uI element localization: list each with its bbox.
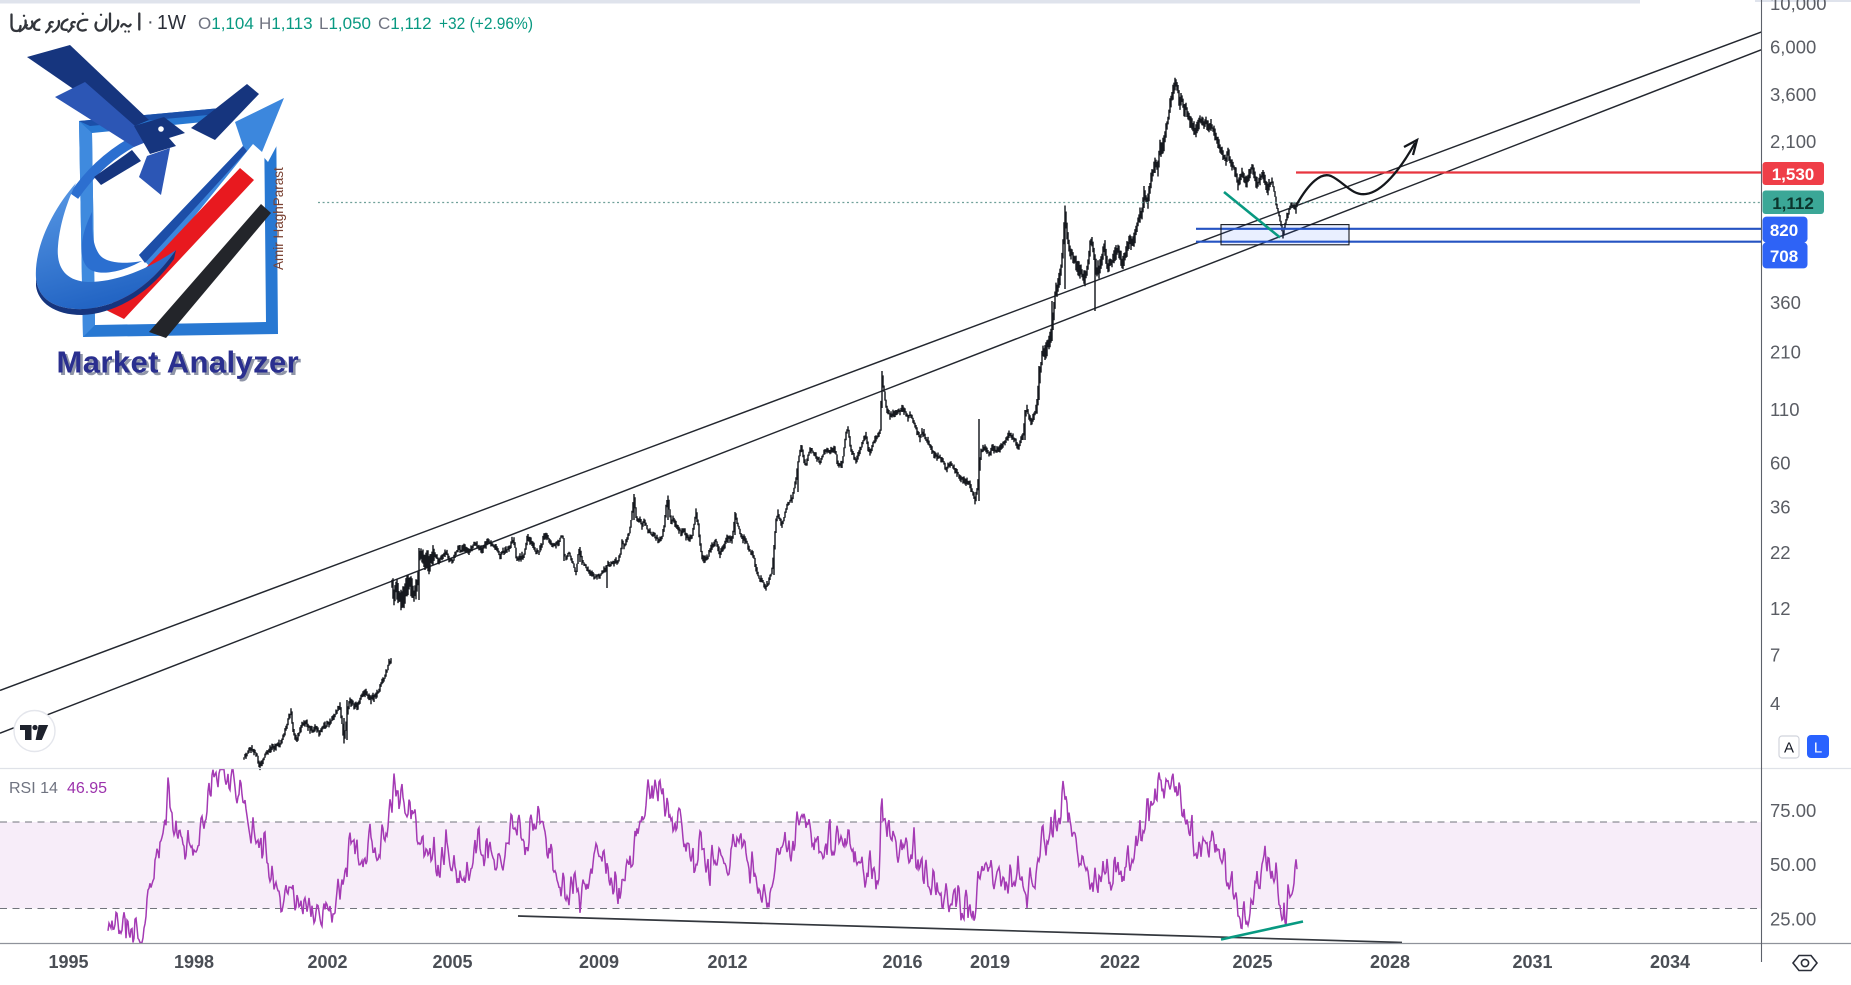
svg-text:·: · bbox=[147, 11, 154, 33]
svg-text:25.00: 25.00 bbox=[1770, 908, 1816, 929]
svg-text:H1,113: H1,113 bbox=[259, 14, 313, 33]
svg-text:Market Analyzer: Market Analyzer bbox=[57, 345, 300, 380]
svg-text:2031: 2031 bbox=[1512, 952, 1552, 972]
svg-text:2019: 2019 bbox=[970, 952, 1010, 972]
svg-text:1,530: 1,530 bbox=[1772, 165, 1815, 184]
svg-text:A: A bbox=[1784, 740, 1794, 757]
svg-text:2012: 2012 bbox=[707, 952, 747, 972]
svg-text:110: 110 bbox=[1770, 399, 1800, 420]
svg-text:Amir HaghParast: Amir HaghParast bbox=[271, 167, 286, 270]
svg-text:3,600: 3,600 bbox=[1770, 84, 1816, 105]
svg-text:1W: 1W bbox=[157, 12, 186, 34]
svg-text:50.00: 50.00 bbox=[1770, 854, 1816, 875]
svg-text:2,100: 2,100 bbox=[1770, 131, 1816, 152]
svg-text:2005: 2005 bbox=[432, 952, 472, 972]
svg-text:2009: 2009 bbox=[579, 952, 619, 972]
svg-text:60: 60 bbox=[1770, 453, 1791, 474]
svg-text:46.95: 46.95 bbox=[67, 780, 107, 797]
svg-text:2002: 2002 bbox=[307, 952, 347, 972]
svg-text:360: 360 bbox=[1770, 292, 1801, 313]
svg-text:2025: 2025 bbox=[1232, 952, 1272, 972]
svg-text:7: 7 bbox=[1770, 645, 1780, 666]
svg-text:12: 12 bbox=[1770, 598, 1791, 619]
svg-text:2022: 2022 bbox=[1100, 952, 1140, 972]
svg-text:708: 708 bbox=[1770, 247, 1798, 266]
svg-text:RSI 14: RSI 14 bbox=[9, 780, 58, 797]
svg-text:C1,112: C1,112 bbox=[378, 14, 432, 33]
svg-text:Market Analyzer: Market Analyzer bbox=[59, 347, 302, 382]
svg-text:1998: 1998 bbox=[174, 952, 214, 972]
svg-text:36: 36 bbox=[1770, 497, 1791, 518]
svg-text:820: 820 bbox=[1770, 221, 1798, 240]
svg-text:+32 (+2.96%): +32 (+2.96%) bbox=[439, 14, 533, 33]
svg-text:210: 210 bbox=[1770, 342, 1801, 363]
svg-text:2028: 2028 bbox=[1370, 952, 1410, 972]
svg-text:2016: 2016 bbox=[882, 952, 922, 972]
svg-text:1,112: 1,112 bbox=[1772, 194, 1814, 213]
svg-text:1995: 1995 bbox=[48, 952, 88, 972]
svg-text:L: L bbox=[1814, 740, 1822, 757]
svg-text:75.00: 75.00 bbox=[1770, 800, 1816, 821]
svg-text:22: 22 bbox=[1770, 542, 1791, 563]
svg-text:10,000: 10,000 bbox=[1770, 0, 1827, 14]
svg-text:6,000: 6,000 bbox=[1770, 36, 1816, 57]
svg-text:4: 4 bbox=[1770, 693, 1780, 714]
svg-text:L1,050: L1,050 bbox=[319, 14, 371, 33]
svg-text:O1,104: O1,104 bbox=[198, 14, 254, 33]
svg-text:2034: 2034 bbox=[1650, 952, 1690, 972]
